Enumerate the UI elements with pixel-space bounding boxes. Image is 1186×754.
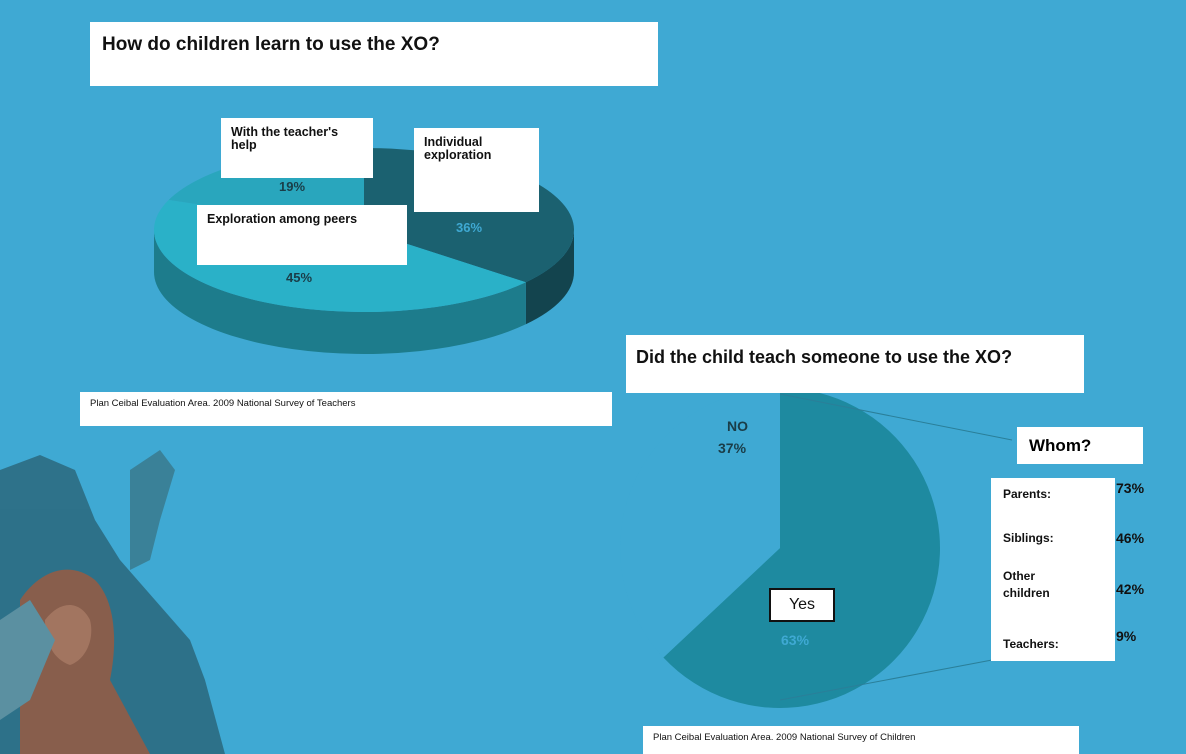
connector-line-top bbox=[779, 393, 1013, 441]
pie-slice-yes bbox=[663, 388, 940, 708]
chart1-title: How do children learn to use the XO? bbox=[90, 22, 658, 86]
value-label-no: 37% bbox=[718, 440, 747, 456]
pie-slice-side-0 bbox=[525, 230, 574, 325]
value-label-peers: 45% bbox=[286, 270, 313, 285]
pie-slice-side-1 bbox=[154, 230, 526, 354]
connector-line-bottom bbox=[779, 659, 993, 701]
chart2-title: Did the child teach someone to use the X… bbox=[626, 335, 1084, 393]
whom-value-teachers: 9% bbox=[1116, 628, 1137, 644]
slice-label-teacher: With the teacher's help bbox=[221, 118, 373, 178]
whom-item-other-children: Other children bbox=[1003, 569, 1050, 600]
pie-chart-taught bbox=[619, 388, 940, 708]
whom-value-siblings: 46% bbox=[1116, 530, 1145, 546]
slice-label-yes: Yes bbox=[769, 588, 835, 622]
source-note-children: Plan Ceibal Evaluation Area. 2009 Nation… bbox=[643, 726, 1079, 754]
pie-slice-no bbox=[619, 388, 780, 658]
children-illustration bbox=[0, 450, 225, 754]
whom-item-teachers: Teachers: bbox=[1003, 637, 1059, 651]
value-label-yes: 63% bbox=[781, 632, 810, 648]
whom-item-siblings: Siblings: bbox=[1003, 531, 1054, 545]
value-label-individual: 36% bbox=[456, 220, 483, 235]
whom-value-other-children: 42% bbox=[1116, 581, 1145, 597]
slice-label-individual: Individual exploration bbox=[414, 128, 539, 212]
slice-label-no: NO bbox=[727, 418, 748, 434]
value-label-teacher: 19% bbox=[279, 179, 306, 194]
source-note-teachers: Plan Ceibal Evaluation Area. 2009 Nation… bbox=[80, 392, 612, 426]
whom-title: Whom? bbox=[1017, 427, 1143, 464]
slice-label-peers: Exploration among peers bbox=[197, 205, 407, 265]
whom-value-parents: 73% bbox=[1116, 480, 1145, 496]
whom-list: Parents: Siblings: Other children Teache… bbox=[991, 478, 1115, 661]
whom-item-parents: Parents: bbox=[1003, 487, 1052, 501]
